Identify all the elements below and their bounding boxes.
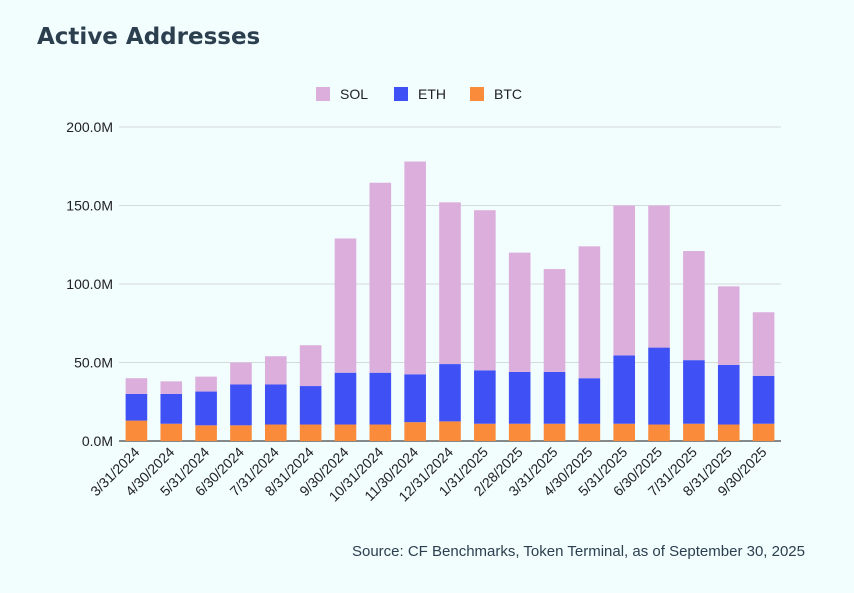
bar-btc [160, 423, 183, 441]
legend-label-eth: ETH [418, 86, 446, 102]
bar-eth [648, 347, 670, 425]
bar-sol [230, 362, 252, 385]
bar-btc [717, 424, 740, 441]
bar-sol [613, 205, 636, 356]
bar-sol [717, 286, 740, 365]
bar-eth [717, 364, 740, 425]
bar-btc [613, 423, 636, 441]
bars [125, 161, 775, 441]
legend-swatch-eth [394, 87, 408, 101]
bar-btc [264, 424, 287, 441]
bar-eth [683, 360, 705, 424]
bar-sol [508, 252, 531, 372]
bar-btc [752, 423, 775, 441]
bar-btc [578, 423, 601, 441]
bar-btc [648, 424, 670, 441]
bar-btc [369, 424, 392, 441]
bar-eth [334, 372, 357, 425]
bar-btc [195, 425, 217, 441]
y-tick-label: 0.0M [82, 433, 113, 449]
bar-sol [299, 345, 322, 387]
bar-btc [299, 424, 322, 441]
source-note: Source: CF Benchmarks, Token Terminal, a… [351, 543, 805, 560]
bar-sol [160, 381, 183, 394]
bar-btc [404, 422, 426, 441]
bar-sol [543, 269, 566, 372]
bar-eth [160, 393, 183, 424]
bar-btc [334, 424, 357, 441]
bar-btc [508, 423, 531, 441]
bar-eth [369, 372, 392, 425]
bar-eth [578, 378, 601, 424]
bar-sol [439, 202, 461, 365]
bar-sol [578, 246, 601, 379]
bar-btc [474, 423, 496, 441]
chart-title: Active Addresses [37, 24, 261, 50]
y-tick-labels: 0.0M 50.0M 100.0M 150.0M 200.0M [66, 119, 113, 449]
bar-eth [474, 370, 496, 424]
legend-label-sol: SOL [340, 86, 368, 102]
bar-btc [543, 423, 566, 441]
x-tick-labels: 3/31/20244/30/20245/31/20246/30/20247/31… [87, 444, 770, 505]
bar-sol [125, 378, 148, 394]
bar-eth [299, 386, 322, 425]
bar-sol [404, 161, 426, 375]
bar-sol [683, 251, 705, 361]
bar-sol [474, 210, 496, 371]
bar-eth [439, 364, 461, 422]
bar-eth [613, 355, 636, 424]
bar-sol [648, 205, 670, 348]
bar-eth [404, 374, 426, 423]
bar-eth [264, 384, 287, 425]
bar-sol [195, 376, 217, 392]
legend-label-btc: BTC [494, 86, 522, 102]
bar-eth [752, 375, 775, 424]
bar-sol [264, 356, 287, 385]
y-tick-label: 100.0M [66, 276, 113, 292]
bar-btc [439, 421, 461, 441]
y-tick-label: 150.0M [66, 198, 113, 214]
bar-btc [125, 420, 148, 441]
legend-swatch-btc [470, 87, 484, 101]
legend: SOL ETH BTC [316, 86, 522, 102]
y-tick-label: 50.0M [74, 355, 113, 371]
bar-eth [543, 371, 566, 424]
bar-sol [369, 182, 392, 373]
legend-swatch-sol [316, 87, 330, 101]
bar-btc [230, 425, 252, 441]
bar-sol [752, 312, 775, 376]
bar-sol [334, 238, 357, 373]
bar-eth [230, 384, 252, 426]
bar-btc [683, 423, 705, 441]
y-tick-label: 200.0M [66, 119, 113, 135]
bar-eth [195, 391, 217, 426]
bar-eth [508, 371, 531, 424]
bar-eth [125, 393, 148, 421]
